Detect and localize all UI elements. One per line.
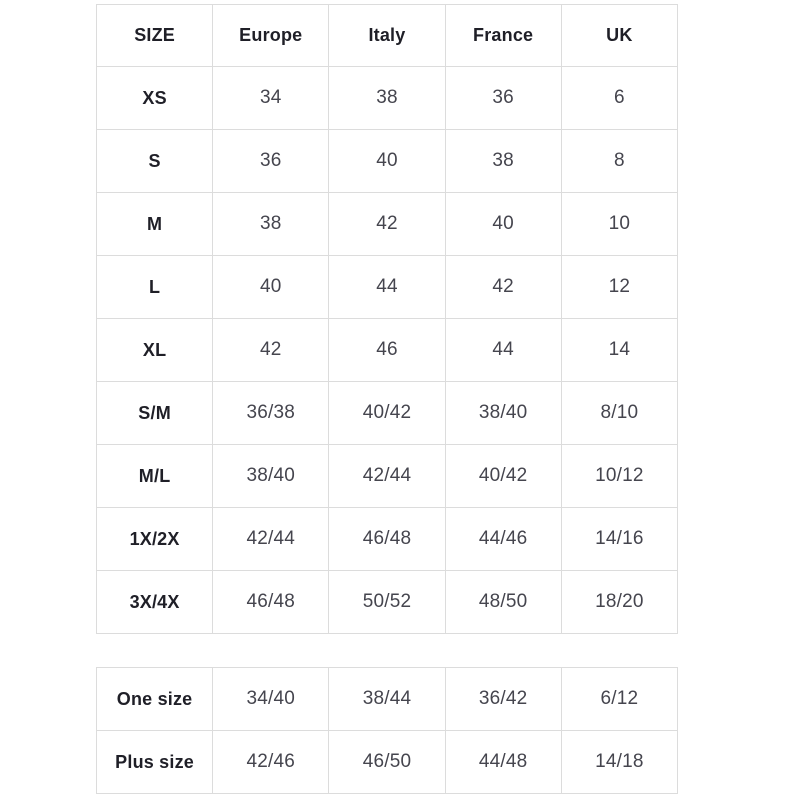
data-cell: 14 (560, 318, 679, 382)
table-row-sm: S/M 36/38 40/42 38/40 8/10 (95, 381, 679, 445)
row-label: XS (95, 66, 214, 130)
data-cell: 6 (560, 66, 679, 130)
data-cell: 6/12 (560, 667, 679, 731)
data-cell: 14/16 (560, 507, 679, 571)
data-cell: 40 (328, 129, 446, 193)
data-cell: 46/48 (328, 507, 446, 571)
table-row-xl: XL 42 46 44 14 (95, 318, 679, 382)
column-header-size: SIZE (95, 4, 214, 67)
column-header-europe: Europe (212, 4, 330, 67)
special-sizes-table: One size 34/40 38/44 36/42 6/12 Plus siz… (95, 667, 679, 794)
column-header-france: France (444, 4, 562, 67)
data-cell: 34/40 (212, 667, 330, 731)
data-cell: 10 (560, 192, 679, 256)
data-cell: 38/40 (212, 444, 330, 508)
data-cell: 10/12 (560, 444, 679, 508)
data-cell: 42 (212, 318, 330, 382)
data-cell: 38 (328, 66, 446, 130)
data-cell: 36/38 (212, 381, 330, 445)
table-row-xs: XS 34 38 36 6 (95, 66, 679, 130)
data-cell: 36/42 (444, 667, 562, 731)
data-cell: 44 (328, 255, 446, 319)
data-cell: 44/48 (444, 730, 562, 794)
data-cell: 44/46 (444, 507, 562, 571)
header-row: SIZE Europe Italy France UK (95, 4, 679, 67)
row-label: L (95, 255, 214, 319)
data-cell: 40 (212, 255, 330, 319)
column-header-italy: Italy (328, 4, 446, 67)
table-row-3x4x: 3X/4X 46/48 50/52 48/50 18/20 (95, 570, 679, 634)
data-cell: 40/42 (328, 381, 446, 445)
row-label: S/M (95, 381, 214, 445)
row-label: 3X/4X (95, 570, 214, 634)
data-cell: 44 (444, 318, 562, 382)
data-cell: 8/10 (560, 381, 679, 445)
column-header-uk: UK (560, 4, 679, 67)
data-cell: 48/50 (444, 570, 562, 634)
row-label: Plus size (95, 730, 214, 794)
row-label: S (95, 129, 214, 193)
data-cell: 38 (444, 129, 562, 193)
data-cell: 42/46 (212, 730, 330, 794)
data-cell: 38/44 (328, 667, 446, 731)
data-cell: 40/42 (444, 444, 562, 508)
row-label: M (95, 192, 214, 256)
data-cell: 46/50 (328, 730, 446, 794)
table-row-s: S 36 40 38 8 (95, 129, 679, 193)
data-cell: 40 (444, 192, 562, 256)
table-row-1x2x: 1X/2X 42/44 46/48 44/46 14/16 (95, 507, 679, 571)
row-label: M/L (95, 444, 214, 508)
row-label: XL (95, 318, 214, 382)
table-row-m: M 38 42 40 10 (95, 192, 679, 256)
data-cell: 42/44 (328, 444, 446, 508)
data-cell: 36 (212, 129, 330, 193)
data-cell: 18/20 (560, 570, 679, 634)
table-row-plus-size: Plus size 42/46 46/50 44/48 14/18 (95, 730, 679, 794)
data-cell: 12 (560, 255, 679, 319)
data-cell: 34 (212, 66, 330, 130)
data-cell: 14/18 (560, 730, 679, 794)
data-cell: 46/48 (212, 570, 330, 634)
data-cell: 46 (328, 318, 446, 382)
data-cell: 38/40 (444, 381, 562, 445)
table-row-ml: M/L 38/40 42/44 40/42 10/12 (95, 444, 679, 508)
data-cell: 42 (328, 192, 446, 256)
table-row-l: L 40 44 42 12 (95, 255, 679, 319)
row-label: One size (95, 667, 214, 731)
table-row-one-size: One size 34/40 38/44 36/42 6/12 (95, 667, 679, 731)
data-cell: 42 (444, 255, 562, 319)
row-label: 1X/2X (95, 507, 214, 571)
data-cell: 38 (212, 192, 330, 256)
data-cell: 36 (444, 66, 562, 130)
size-conversion-table: SIZE Europe Italy France UK XS 34 38 36 … (95, 4, 679, 634)
data-cell: 8 (560, 129, 679, 193)
data-cell: 42/44 (212, 507, 330, 571)
data-cell: 50/52 (328, 570, 446, 634)
